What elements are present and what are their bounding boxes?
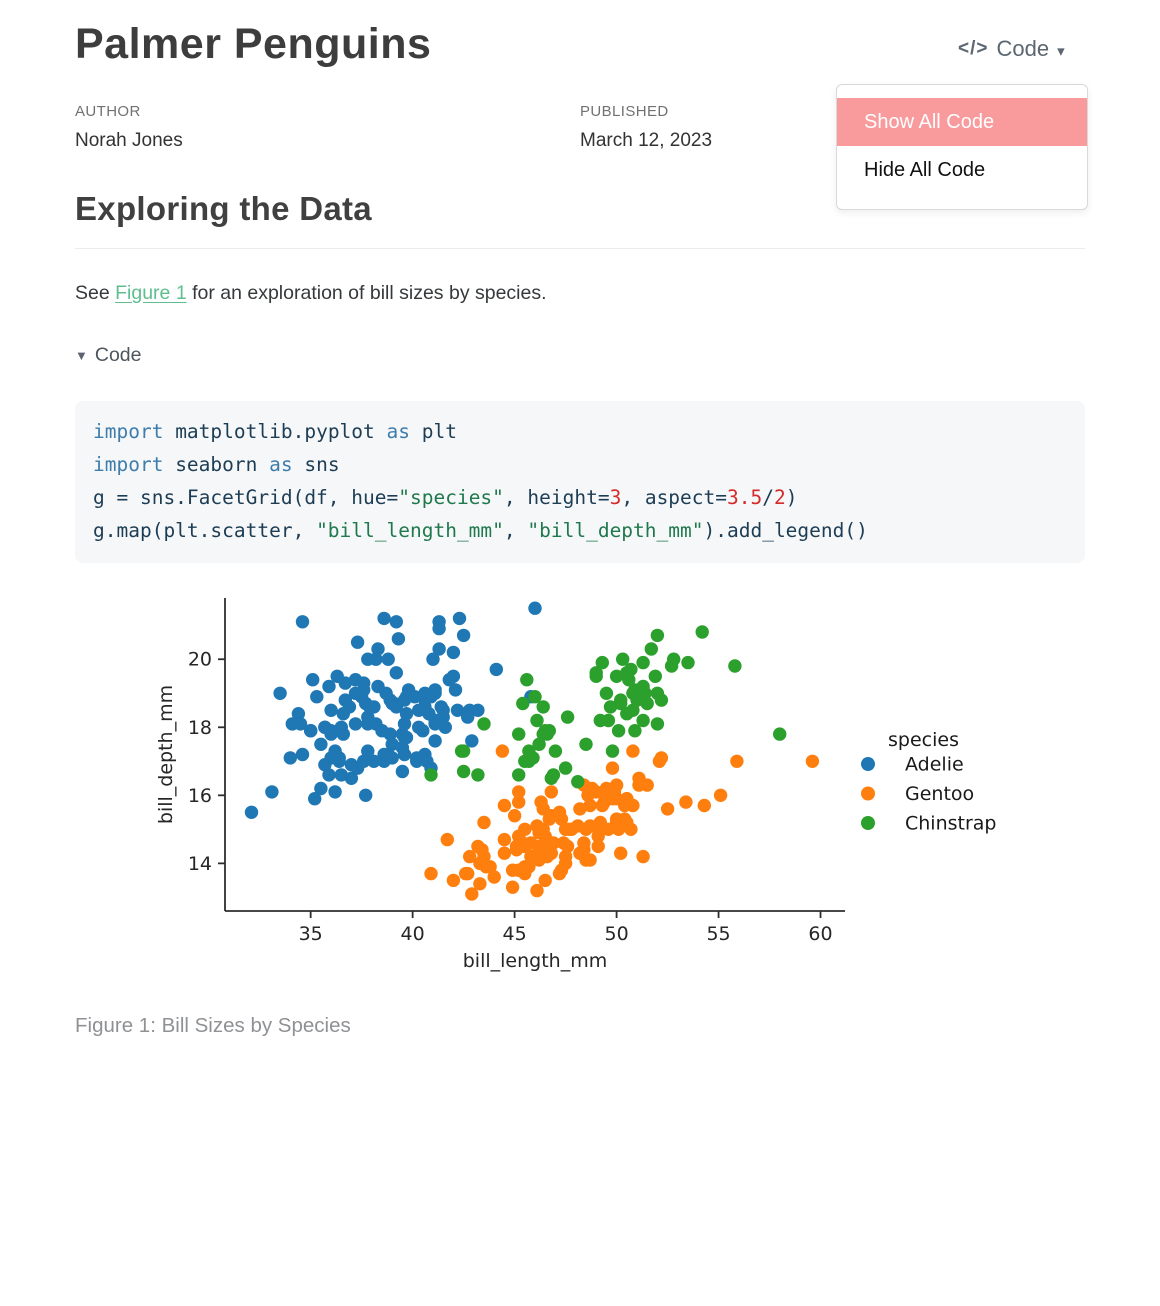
- series-gentoo: [424, 744, 820, 901]
- svg-text:40: 40: [401, 923, 425, 945]
- code-icon: </>: [958, 38, 989, 59]
- published-value: March 12, 2023: [580, 130, 713, 151]
- author-value: Norah Jones: [75, 130, 183, 151]
- svg-text:14: 14: [188, 853, 212, 875]
- intro-text-after: for an exploration of bill sizes by spec…: [186, 282, 547, 304]
- menu-item-show-all-code[interactable]: Show All Code: [837, 98, 1087, 146]
- figure-1: 35 40 45 50 55 60 14 16 18 20 bill_length_mm bill_d…: [75, 588, 1025, 988]
- intro-text-before: See: [75, 282, 116, 304]
- code-menu-button[interactable]: </> Code ▾: [958, 36, 1065, 62]
- svg-text:Adelie: Adelie: [905, 754, 964, 776]
- y-axis-label: bill_depth_mm: [155, 685, 177, 824]
- chart-points: [244, 601, 820, 901]
- code-block: import matplotlib.pyplot as plt import s…: [75, 401, 1085, 563]
- code-toggle-label: Code: [94, 344, 142, 366]
- svg-text:35: 35: [299, 923, 323, 945]
- scatter-plot: 35 40 45 50 55 60 14 16 18 20 bill_length_mm bill_d…: [155, 598, 997, 972]
- published-label: PUBLISHED: [580, 103, 669, 120]
- series-adelie: [244, 601, 542, 819]
- chevron-down-icon: ▾: [1057, 42, 1065, 60]
- legend-title: species: [888, 729, 959, 751]
- code-disclosure-toggle[interactable]: ▼ Code: [75, 344, 142, 367]
- triangle-down-icon: ▼: [75, 348, 88, 363]
- series-chinstrap: [424, 625, 787, 789]
- svg-text:20: 20: [188, 649, 212, 671]
- author-label: AUTHOR: [75, 103, 141, 120]
- x-axis-label: bill_length_mm: [463, 950, 607, 972]
- svg-text:45: 45: [503, 923, 527, 945]
- author-block: AUTHOR Norah Jones: [75, 103, 183, 152]
- intro-paragraph: See Figure 1 for an exploration of bill …: [75, 282, 547, 305]
- chart-axes: 35 40 45 50 55 60 14 16 18 20: [188, 598, 845, 945]
- page-title: Palmer Penguins: [75, 20, 432, 68]
- svg-text:50: 50: [604, 923, 628, 945]
- svg-text:18: 18: [188, 717, 212, 739]
- svg-text:60: 60: [808, 923, 832, 945]
- code-menu-dropdown: Show All Code Hide All Code: [836, 84, 1088, 210]
- code-menu-button-label: Code: [996, 36, 1050, 61]
- menu-item-hide-all-code[interactable]: Hide All Code: [864, 159, 986, 181]
- chart-legend: species Adelie Gentoo Chinstrap: [861, 729, 997, 835]
- svg-text:Chinstrap: Chinstrap: [905, 813, 997, 835]
- published-block: PUBLISHED March 12, 2023: [580, 103, 712, 152]
- section-heading: Exploring the Data: [75, 190, 1085, 249]
- svg-text:55: 55: [706, 923, 730, 945]
- svg-text:16: 16: [188, 785, 212, 807]
- figure-1-link[interactable]: Figure 1: [115, 282, 187, 304]
- figure-caption: Figure 1: Bill Sizes by Species: [75, 1014, 351, 1037]
- svg-text:Gentoo: Gentoo: [905, 783, 974, 805]
